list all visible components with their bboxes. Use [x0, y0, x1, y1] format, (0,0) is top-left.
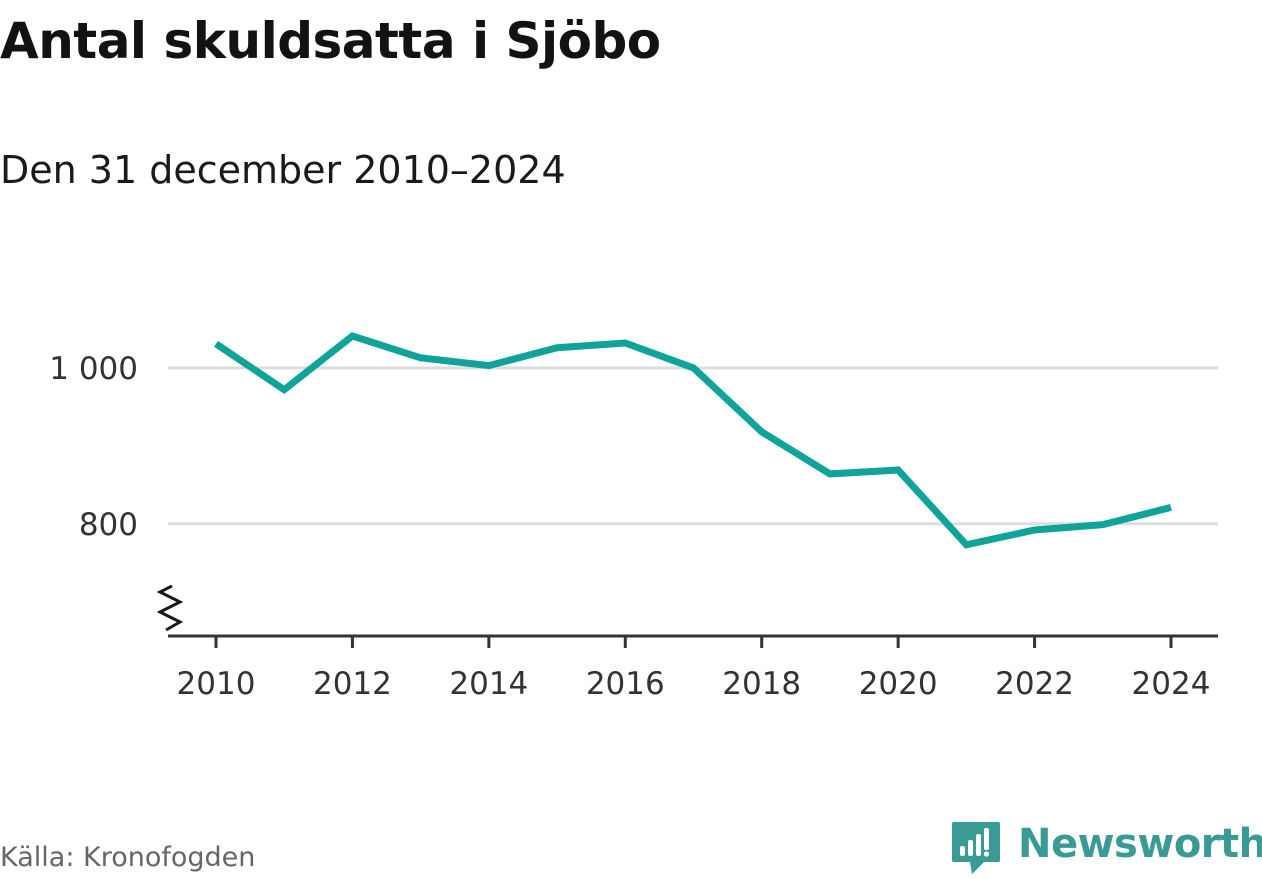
brand-name: Newsworthy [1018, 821, 1262, 867]
x-tick-label: 2012 [313, 666, 392, 702]
x-tick-label: 2014 [449, 666, 528, 702]
y-tick-label: 1 000 [49, 351, 138, 387]
x-tick-label: 2020 [859, 666, 938, 702]
x-axis-labels: 2010 2012 2014 2016 2018 2020 2022 2024 [177, 666, 1211, 702]
y-tick-label: 800 [79, 507, 138, 543]
series-lines [214, 332, 1172, 549]
y-axis-labels: 800 1 000 [49, 351, 138, 543]
chart-subtitle: Den 31 december 2010–2024 [0, 148, 566, 192]
source-note: Källa: Kronofogden [0, 842, 256, 873]
x-tick-label: 2024 [1132, 666, 1211, 702]
grid-lines [168, 366, 1218, 526]
chart-title: Antal skuldsatta i Sjöbo [0, 12, 661, 70]
series-line [214, 332, 1172, 549]
x-tick-label: 2010 [177, 666, 256, 702]
line-chart: 800 1 000 2010 2012 2014 2016 2018 2020 2022 202… [49, 332, 1218, 702]
axis-break-icon [156, 584, 184, 632]
x-axis [156, 584, 1218, 648]
x-tick-label: 2018 [722, 666, 801, 702]
x-tick-label: 2022 [995, 666, 1074, 702]
brand: Newsworthy [950, 818, 1262, 878]
bar-chart-speech-bubble-icon [952, 822, 1000, 874]
x-tick-label: 2016 [586, 666, 665, 702]
